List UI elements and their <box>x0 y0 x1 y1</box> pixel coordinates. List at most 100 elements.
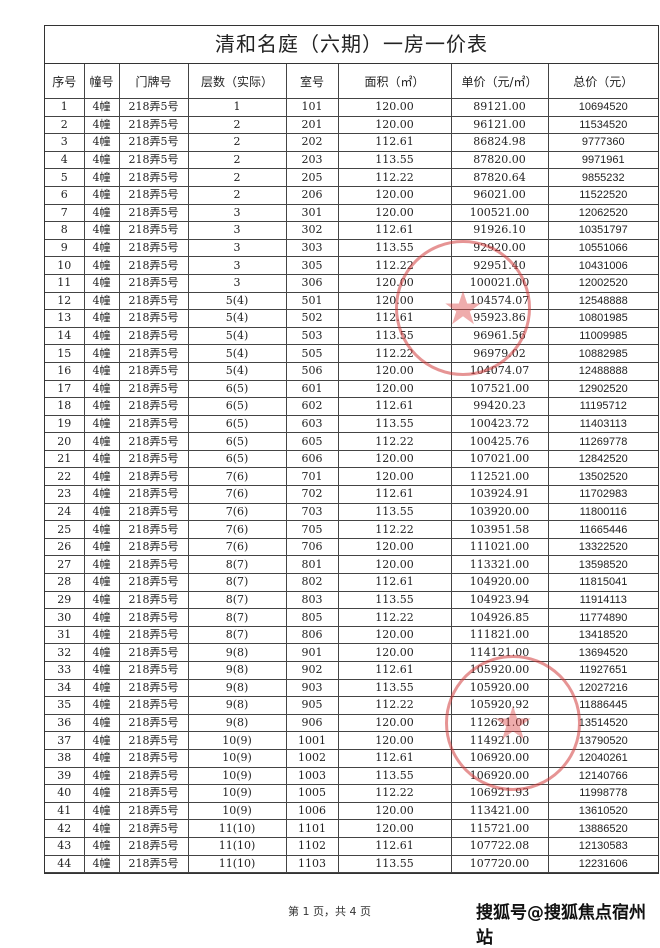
cell-building: 4幢 <box>83 133 120 152</box>
cell-total-price: 11665446 <box>547 520 658 539</box>
cell-total-price: 13694520 <box>547 643 658 662</box>
cell-seq: 36 <box>45 713 85 733</box>
cell-area: 120.00 <box>337 203 452 223</box>
column-header: 室号 <box>285 64 339 99</box>
cell-seq: 28 <box>45 573 85 592</box>
cell-doorplate: 218弄5号 <box>118 608 189 627</box>
cell-floor: 10(9) <box>187 748 287 768</box>
cell-building: 4幢 <box>83 801 120 821</box>
cell-room: 1006 <box>285 801 339 821</box>
cell-floor: 3 <box>187 256 287 275</box>
cell-floor: 5(4) <box>187 309 287 328</box>
cell-unit-price: 106921.93 <box>450 784 549 803</box>
cell-total-price: 11403113 <box>547 414 658 434</box>
cell-room: 801 <box>285 555 339 575</box>
table-row: 2 4幢 218弄5号 2 201 120.00 96121.00 11534520 <box>45 115 658 135</box>
cell-building: 4幢 <box>83 414 120 434</box>
cell-floor: 5(4) <box>187 326 287 346</box>
cell-total-price: 11009985 <box>547 326 658 346</box>
watermark: 搜狐号@搜狐焦点宿州站 <box>476 903 646 948</box>
cell-doorplate: 218弄5号 <box>118 291 189 311</box>
cell-room: 1002 <box>285 748 339 768</box>
cell-area: 120.00 <box>337 449 452 469</box>
cell-total-price: 11702983 <box>547 485 658 504</box>
cell-room: 905 <box>285 696 339 715</box>
cell-seq: 39 <box>45 766 85 786</box>
cell-room: 301 <box>285 203 339 223</box>
cell-room: 506 <box>285 361 339 381</box>
table-row: 1 4幢 218弄5号 1 101 120.00 89121.00 10694520 <box>45 98 658 117</box>
cell-seq: 12 <box>45 291 85 311</box>
cell-building: 4幢 <box>83 273 120 293</box>
table-row: 22 4幢 218弄5号 7(6) 701 120.00 112521.00 13502520 <box>45 467 658 487</box>
table-row: 29 4幢 218弄5号 8(7) 803 113.55 104923.94 11914113 <box>45 590 658 610</box>
cell-total-price: 12902520 <box>547 379 658 399</box>
cell-area: 120.00 <box>337 625 452 645</box>
table-row: 41 4幢 218弄5号 10(9) 1006 120.00 113421.00 136105… <box>45 801 658 821</box>
cell-unit-price: 104920.00 <box>450 573 549 592</box>
cell-unit-price: 104923.94 <box>450 590 549 610</box>
cell-floor: 2 <box>187 133 287 152</box>
column-header: 幢号 <box>83 64 120 99</box>
cell-room: 502 <box>285 309 339 328</box>
cell-doorplate: 218弄5号 <box>118 256 189 275</box>
cell-total-price: 12231606 <box>547 854 658 874</box>
cell-floor: 6(5) <box>187 449 287 469</box>
cell-floor: 3 <box>187 221 287 240</box>
cell-unit-price: 106920.00 <box>450 766 549 786</box>
cell-doorplate: 218弄5号 <box>118 185 189 205</box>
cell-area: 120.00 <box>337 115 452 135</box>
cell-doorplate: 218弄5号 <box>118 414 189 434</box>
cell-floor: 6(5) <box>187 414 287 434</box>
cell-room: 903 <box>285 678 339 698</box>
cell-total-price: 10882985 <box>547 344 658 363</box>
cell-doorplate: 218弄5号 <box>118 836 189 856</box>
column-header: 单价（元/㎡） <box>450 64 549 99</box>
cell-building: 4幢 <box>83 115 120 135</box>
cell-room: 503 <box>285 326 339 346</box>
column-header: 总价（元） <box>547 64 658 99</box>
cell-unit-price: 113421.00 <box>450 801 549 821</box>
cell-seq: 41 <box>45 801 85 821</box>
cell-seq: 43 <box>45 836 85 856</box>
cell-doorplate: 218弄5号 <box>118 344 189 363</box>
cell-total-price: 12842520 <box>547 449 658 469</box>
cell-area: 112.61 <box>337 661 452 680</box>
cell-unit-price: 105920.92 <box>450 696 549 715</box>
cell-floor: 10(9) <box>187 784 287 803</box>
cell-doorplate: 218弄5号 <box>118 854 189 874</box>
cell-total-price: 12548888 <box>547 291 658 311</box>
table-row: 39 4幢 218弄5号 10(9) 1003 113.55 106920.00 121407… <box>45 766 658 786</box>
cell-doorplate: 218弄5号 <box>118 590 189 610</box>
cell-unit-price: 103924.91 <box>450 485 549 504</box>
cell-seq: 40 <box>45 784 85 803</box>
cell-area: 120.00 <box>337 379 452 399</box>
cell-seq: 9 <box>45 238 85 258</box>
table-row: 36 4幢 218弄5号 9(8) 906 120.00 112621.00 13514520 <box>45 713 658 733</box>
cell-doorplate: 218弄5号 <box>118 150 189 170</box>
cell-seq: 7 <box>45 203 85 223</box>
cell-area: 112.61 <box>337 748 452 768</box>
table-row: 28 4幢 218弄5号 8(7) 802 112.61 104920.00 11815041 <box>45 573 658 592</box>
cell-unit-price: 112521.00 <box>450 467 549 487</box>
table-row: 9 4幢 218弄5号 3 303 113.55 92920.00 10551066 <box>45 238 658 258</box>
column-header: 面积（㎡） <box>337 64 452 99</box>
cell-area: 112.22 <box>337 608 452 627</box>
cell-seq: 23 <box>45 485 85 504</box>
cell-building: 4幢 <box>83 467 120 487</box>
cell-doorplate: 218弄5号 <box>118 115 189 135</box>
cell-area: 113.55 <box>337 766 452 786</box>
table-row: 32 4幢 218弄5号 9(8) 901 120.00 114121.00 13694520 <box>45 643 658 662</box>
table-row: 40 4幢 218弄5号 10(9) 1005 112.22 106921.93 119987… <box>45 784 658 803</box>
cell-seq: 22 <box>45 467 85 487</box>
cell-total-price: 13514520 <box>547 713 658 733</box>
cell-building: 4幢 <box>83 150 120 170</box>
cell-floor: 1 <box>187 98 287 117</box>
cell-room: 706 <box>285 537 339 557</box>
cell-room: 906 <box>285 713 339 733</box>
cell-unit-price: 86824.98 <box>450 133 549 152</box>
column-header: 门牌号 <box>118 64 189 99</box>
table-row: 35 4幢 218弄5号 9(8) 905 112.22 105920.92 11886445 <box>45 696 658 715</box>
cell-room: 802 <box>285 573 339 592</box>
cell-seq: 18 <box>45 397 85 416</box>
